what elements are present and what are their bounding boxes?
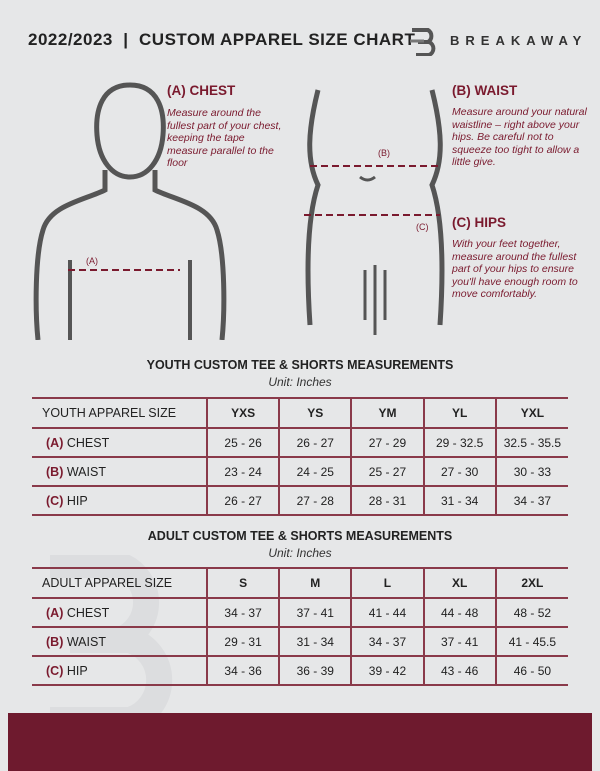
table-cell: 34 - 37 <box>350 626 424 657</box>
waist-hips-figure <box>304 89 445 335</box>
youth-size-table: YOUTH APPAREL SIZE YXS YS YM YL YXL (A) CHEST 2… <box>32 397 568 516</box>
row-name: CHEST <box>66 605 110 620</box>
row-name: HIP <box>66 493 88 508</box>
table-cell: 23 - 24 <box>205 456 280 487</box>
size-header: M <box>278 567 352 599</box>
row-label: (B) WAIST <box>32 626 207 657</box>
table-row: (C) HIP 26 - 27 27 - 28 28 - 31 31 - 34 34 - … <box>32 485 568 516</box>
table-cell: 27 - 28 <box>278 485 352 516</box>
table-cell: 28 - 31 <box>350 485 424 516</box>
table-cell: 27 - 29 <box>350 427 424 458</box>
row-tag: (C) <box>46 493 64 508</box>
size-label: YOUTH APPAREL SIZE <box>32 397 207 429</box>
row-name: HIP <box>66 663 88 678</box>
chest-text: Measure around the fullest part of your … <box>167 107 282 169</box>
table-cell: 43 - 46 <box>422 655 496 686</box>
row-label: (B) WAIST <box>32 456 207 487</box>
table-cell: 39 - 42 <box>350 655 424 686</box>
row-label: (C) HIP <box>32 485 207 516</box>
table-cell: 30 - 33 <box>494 456 568 487</box>
size-label: ADULT APPAREL SIZE <box>32 567 207 599</box>
size-header: YL <box>422 397 496 429</box>
row-label: (A) CHEST <box>32 427 207 458</box>
table-cell: 46 - 50 <box>494 655 568 686</box>
adult-size-table: ADULT APPAREL SIZE S M L XL 2XL (A) CHEST 34 - … <box>32 567 568 686</box>
row-name: WAIST <box>66 634 106 649</box>
hips-heading: (C) HIPS <box>452 215 506 230</box>
youth-unit: Unit: Inches <box>268 375 332 389</box>
table-cell: 27 - 30 <box>422 456 496 487</box>
table-cell: 31 - 34 <box>422 485 496 516</box>
table-cell: 41 - 44 <box>350 597 424 628</box>
youth-title: YOUTH CUSTOM TEE & SHORTS MEASUREMENTS <box>146 358 454 372</box>
size-header: YXS <box>205 397 280 429</box>
brand-name: BREAKAWAY <box>450 33 588 48</box>
row-name: CHEST <box>66 435 110 450</box>
table-cell: 31 - 34 <box>278 626 352 657</box>
row-name: WAIST <box>66 464 106 479</box>
table-cell: 26 - 27 <box>278 427 352 458</box>
page-title: 2022/2023 | CUSTOM APPAREL SIZE CHART <box>28 30 416 49</box>
table-cell: 37 - 41 <box>422 626 496 657</box>
chest-figure <box>33 82 227 340</box>
table-cell: 34 - 37 <box>494 485 568 516</box>
table-cell: 48 - 52 <box>494 597 568 628</box>
row-label: (A) CHEST <box>32 597 207 628</box>
waist-heading: (B) WAIST <box>452 83 518 98</box>
table-cell: 24 - 25 <box>278 456 352 487</box>
row-tag: (A) <box>46 435 64 450</box>
table-cell: 25 - 27 <box>350 456 424 487</box>
table-cell: 41 - 45.5 <box>494 626 568 657</box>
breakaway-logo-icon <box>410 28 436 56</box>
header-row: YOUTH APPAREL SIZE YXS YS YM YL YXL <box>32 397 568 429</box>
table-row: (B) WAIST 23 - 24 24 - 25 25 - 27 27 - 30 30 … <box>32 456 568 487</box>
table-row: (C) HIP 34 - 36 36 - 39 39 - 42 43 - 46 46 - … <box>32 655 568 686</box>
row-tag: (B) <box>46 464 64 479</box>
table-cell: 34 - 36 <box>205 655 280 686</box>
table-cell: 34 - 37 <box>205 597 280 628</box>
size-header: YXL <box>494 397 568 429</box>
table-cell: 25 - 26 <box>205 427 280 458</box>
row-tag: (A) <box>46 605 64 620</box>
size-header: L <box>350 567 424 599</box>
footer-band <box>8 713 592 771</box>
table-row: (A) CHEST 25 - 26 26 - 27 27 - 29 29 - 32.5 3… <box>32 427 568 458</box>
size-header: YS <box>278 397 352 429</box>
header-row: ADULT APPAREL SIZE S M L XL 2XL <box>32 567 568 599</box>
hips-text: With your feet together, measure around … <box>452 238 578 300</box>
table-cell: 37 - 41 <box>278 597 352 628</box>
hips-marker: (C) <box>416 222 429 232</box>
table-cell: 29 - 31 <box>205 626 280 657</box>
size-header: YM <box>350 397 424 429</box>
chest-marker: (A) <box>86 256 98 266</box>
size-header: S <box>205 567 280 599</box>
table-cell: 29 - 32.5 <box>422 427 496 458</box>
table-cell: 44 - 48 <box>422 597 496 628</box>
chest-heading: (A) CHEST <box>167 83 236 98</box>
waist-marker: (B) <box>378 148 390 158</box>
table-cell: 32.5 - 35.5 <box>494 427 568 458</box>
table-row: (A) CHEST 34 - 37 37 - 41 41 - 44 44 - 48 48 … <box>32 597 568 628</box>
adult-unit: Unit: Inches <box>268 546 332 560</box>
row-tag: (C) <box>46 663 64 678</box>
waist-text: Measure around your natural waistline – … <box>452 106 587 168</box>
size-header: 2XL <box>494 567 568 599</box>
row-label: (C) HIP <box>32 655 207 686</box>
row-tag: (B) <box>46 634 64 649</box>
size-header: XL <box>422 567 496 599</box>
table-row: (B) WAIST 29 - 31 31 - 34 34 - 37 37 - 41 41 … <box>32 626 568 657</box>
table-cell: 36 - 39 <box>278 655 352 686</box>
adult-title: ADULT CUSTOM TEE & SHORTS MEASUREMENTS <box>147 529 453 543</box>
table-cell: 26 - 27 <box>205 485 280 516</box>
